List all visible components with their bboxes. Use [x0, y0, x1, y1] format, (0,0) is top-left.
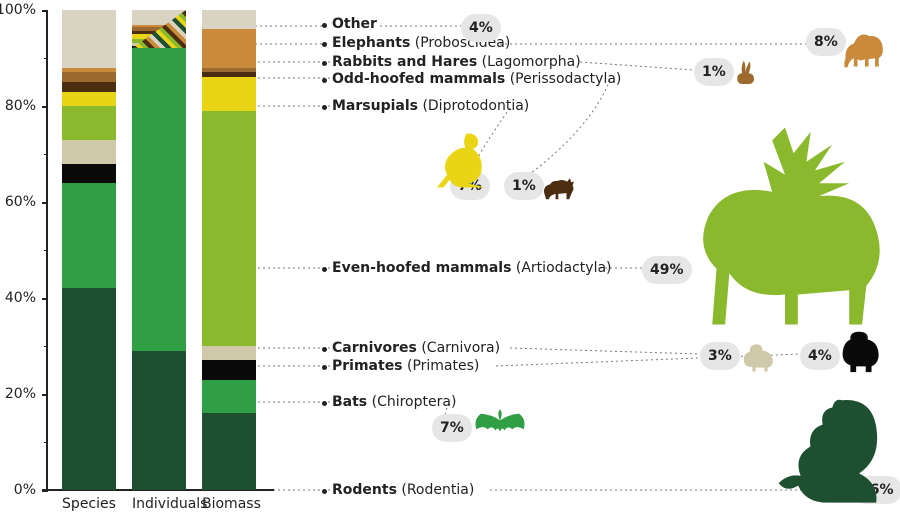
- segment-primates: [202, 360, 256, 379]
- category-label-carnivores: Carnivores (Carnivora): [332, 340, 500, 356]
- category-taxon: (Artiodactyla): [516, 260, 612, 276]
- segment-bats: [62, 183, 116, 289]
- y-axis-label: 100%: [0, 2, 36, 18]
- category-name: Odd-hoofed mammals: [332, 71, 505, 87]
- segment-even_hoofed: [202, 111, 256, 346]
- bar-individuals: Individuals: [132, 10, 186, 490]
- lion-icon: [732, 334, 784, 374]
- segment-other: [62, 10, 116, 68]
- squirrel-icon: [764, 388, 886, 510]
- segment-rodents: [202, 413, 256, 490]
- leader-dot: [322, 489, 327, 494]
- leader-dot: [322, 105, 327, 110]
- segment-bats: [132, 48, 186, 350]
- segment-elephants: [202, 29, 256, 67]
- category-label-rodents: Rodents (Rodentia): [332, 482, 474, 498]
- bar-species: Species: [62, 10, 116, 490]
- category-taxon: (Lagomorpha): [482, 54, 581, 70]
- leader-dot: [322, 78, 327, 83]
- category-label-bats: Bats (Chiroptera): [332, 394, 456, 410]
- category-label-primates: Primates (Primates): [332, 358, 479, 374]
- leader-dot: [322, 267, 327, 272]
- leader-dot: [322, 365, 327, 370]
- bar-label: Species: [62, 496, 116, 512]
- y-axis-label: 60%: [5, 194, 36, 210]
- y-axis-label: 80%: [5, 98, 36, 114]
- leader-dot: [322, 42, 327, 47]
- gorilla-icon: [834, 326, 886, 374]
- leader-dot: [322, 347, 327, 352]
- category-label-odd_hoofed: Odd-hoofed mammals (Perissodactyla): [332, 71, 621, 87]
- category-label-marsupials: Marsupials (Diprotodontia): [332, 98, 529, 114]
- category-name: Other: [332, 16, 377, 32]
- category-taxon: (Rodentia): [401, 482, 474, 498]
- category-name: Primates: [332, 358, 403, 374]
- deer-icon: [678, 88, 892, 364]
- kangaroo-icon: [428, 126, 492, 190]
- segment-primates: [62, 164, 116, 183]
- category-name: Rodents: [332, 482, 397, 498]
- segment-odd_hoofed: [62, 82, 116, 92]
- category-taxon: (Carnivora): [421, 340, 500, 356]
- bar-biomass: Biomass: [202, 10, 256, 490]
- category-taxon: (Primates): [407, 358, 479, 374]
- segment-odd_hoofed: [202, 72, 256, 77]
- stacked-bar-chart: 0%20%40%60%80%100%SpeciesIndividualsBiom…: [46, 10, 266, 490]
- leader-dot: [322, 23, 327, 28]
- category-name: Elephants: [332, 35, 410, 51]
- category-taxon: (Diprotodontia): [422, 98, 529, 114]
- segment-even_hoofed: [62, 106, 116, 140]
- segment-carnivores: [62, 140, 116, 164]
- category-label-rabbits: Rabbits and Hares (Lagomorpha): [332, 54, 581, 70]
- y-axis-label: 0%: [14, 482, 36, 498]
- leader-dot: [322, 61, 327, 66]
- category-taxon: (Perissodactyla): [510, 71, 622, 87]
- segment-carnivores: [202, 346, 256, 360]
- pct-badge-other: 4%: [461, 14, 501, 42]
- bar-label: Individuals: [132, 496, 186, 512]
- segment-other: [202, 10, 256, 29]
- segment-rodents: [132, 351, 186, 490]
- elephant-icon: [838, 26, 890, 72]
- category-label-other: Other: [332, 16, 377, 32]
- y-axis-label: 20%: [5, 386, 36, 402]
- pct-badge-rabbits: 1%: [694, 58, 734, 86]
- segment-marsupials: [202, 77, 256, 111]
- segment-rabbits: [202, 68, 256, 73]
- segment-marsupials: [62, 92, 116, 106]
- rhino-icon: [536, 168, 582, 202]
- bat-icon: [454, 398, 546, 454]
- segment-bats: [202, 380, 256, 414]
- category-name: Rabbits and Hares: [332, 54, 477, 70]
- category-label-even_hoofed: Even-hoofed mammals (Artiodactyla): [332, 260, 612, 276]
- y-axis-label: 40%: [5, 290, 36, 306]
- segment-rodents: [62, 288, 116, 490]
- category-name: Marsupials: [332, 98, 418, 114]
- segment-rabbits: [62, 72, 116, 82]
- category-name: Bats: [332, 394, 367, 410]
- leader-dot: [322, 401, 327, 406]
- rabbit-icon: [730, 56, 760, 88]
- bar-label: Biomass: [202, 496, 256, 512]
- segment-elephants: [62, 68, 116, 73]
- category-taxon: (Chiroptera): [372, 394, 457, 410]
- category-name: Carnivores: [332, 340, 417, 356]
- category-name: Even-hoofed mammals: [332, 260, 511, 276]
